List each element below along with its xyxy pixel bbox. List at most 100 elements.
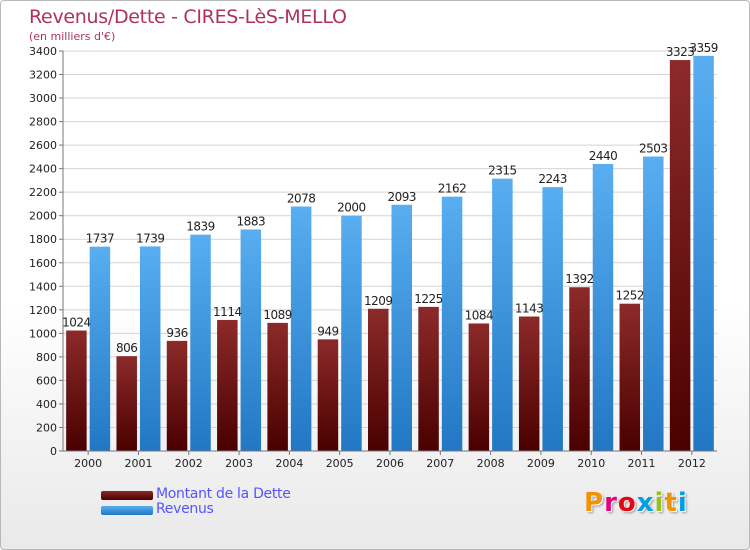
data-label-debt: 1089 <box>263 308 292 322</box>
legend-label-revenue: Revenus <box>156 501 214 517</box>
bar-revenue <box>492 178 513 451</box>
y-tick-label: 2000 <box>29 210 57 223</box>
data-label-debt: 1392 <box>565 272 594 286</box>
bar-revenue <box>341 215 362 451</box>
data-label-revenue: 1839 <box>186 220 215 234</box>
data-label-revenue: 1737 <box>86 232 115 246</box>
y-tick-label: 2200 <box>29 186 57 199</box>
data-label-debt: 1252 <box>616 289 645 303</box>
bar-debt <box>368 308 389 451</box>
y-tick-label: 2600 <box>29 139 57 152</box>
x-axis: 2000 2001 2002 2003 2004 2005 2006 2007 2008 2009… <box>63 450 717 470</box>
bar-revenue <box>592 163 614 452</box>
data-label-revenue: 2162 <box>438 182 467 196</box>
bar-series <box>66 55 714 452</box>
logo-letter: i <box>677 488 688 518</box>
grid-lines <box>63 50 717 452</box>
y-tick-label: 1600 <box>29 257 57 270</box>
y-tick-label: 600 <box>36 374 57 387</box>
bar-revenue <box>643 156 664 451</box>
logo-letter: x <box>636 488 655 518</box>
bar-revenue <box>139 246 161 451</box>
x-tick-label: 2008 <box>477 457 505 470</box>
y-tick-label: 400 <box>36 398 57 411</box>
data-label-revenue: 2078 <box>287 192 316 206</box>
data-label-debt: 1084 <box>465 308 494 322</box>
x-tick-label: 2000 <box>74 457 102 470</box>
logo-letter: i <box>654 488 665 518</box>
bar-revenue <box>240 229 262 451</box>
data-label-revenue: 1739 <box>136 231 165 245</box>
bar-revenue <box>542 187 563 451</box>
logo-letter: t <box>664 488 678 518</box>
data-label-debt: 3323 <box>666 45 695 59</box>
legend-swatch-revenue <box>101 506 153 515</box>
y-tick-label: 2400 <box>29 163 57 176</box>
data-label-revenue: 2000 <box>337 201 366 215</box>
y-axis: 0 200 400 600 800 1000 1200 1400 1600 1800 2000 220… <box>29 45 64 458</box>
bar-debt <box>267 322 288 451</box>
data-label-debt: 1209 <box>364 294 393 308</box>
bar-debt <box>518 316 540 451</box>
data-label-revenue: 2503 <box>639 142 668 156</box>
legend-label-debt: Montant de la Dette <box>156 486 291 502</box>
bar-revenue <box>391 204 412 451</box>
y-tick-label: 800 <box>36 351 57 364</box>
data-label-revenue: 2243 <box>538 172 567 186</box>
x-tick-label: 2010 <box>577 457 605 470</box>
x-tick-label: 2009 <box>527 457 555 470</box>
y-tick-label: 1000 <box>29 327 57 340</box>
data-label-revenue: 2440 <box>589 149 618 163</box>
data-label-debt: 1225 <box>414 292 443 306</box>
y-tick-label: 0 <box>50 445 57 458</box>
x-tick-label: 2002 <box>175 457 203 470</box>
proxiti-logo: Proxiti <box>584 488 688 518</box>
logo-letter: r <box>604 488 618 518</box>
bar-debt <box>418 306 439 451</box>
logo-letter: P <box>584 488 605 518</box>
x-tick-label: 2007 <box>426 457 454 470</box>
y-tick-label: 3200 <box>29 69 57 82</box>
data-label-debt: 1143 <box>515 302 544 316</box>
data-label-debt: 1114 <box>213 305 242 319</box>
x-tick-label: 2004 <box>275 457 303 470</box>
logo-letter: o <box>617 488 637 518</box>
data-label-debt: 936 <box>166 326 187 340</box>
data-label-revenue: 2093 <box>387 190 416 204</box>
legend-swatch-debt <box>101 491 153 500</box>
data-label-revenue: 1883 <box>237 214 266 228</box>
bar-debt <box>116 356 137 451</box>
chart-title: Revenus/Dette - CIRES-LèS-MELLO <box>29 6 347 28</box>
bar-debt <box>166 340 188 451</box>
bar-debt <box>569 287 590 451</box>
y-tick-label: 1800 <box>29 233 57 246</box>
bar-revenue <box>290 206 312 451</box>
data-label-debt: 1024 <box>62 316 91 330</box>
data-labels: 1024 1737 806 1739 936 1839 1114 1883 1089 2078 94… <box>62 41 718 355</box>
data-label-revenue: 3359 <box>689 41 718 55</box>
y-tick-label: 2800 <box>29 116 57 129</box>
data-label-revenue: 2315 <box>488 164 517 178</box>
bar-debt <box>669 60 691 451</box>
bar-debt <box>619 303 641 451</box>
x-tick-label: 2011 <box>628 457 656 470</box>
bar-revenue <box>693 55 714 452</box>
x-tick-label: 2006 <box>376 457 404 470</box>
y-tick-label: 1400 <box>29 280 57 293</box>
data-label-debt: 949 <box>317 324 338 338</box>
x-tick-label: 2005 <box>326 457 354 470</box>
y-tick-label: 3000 <box>29 92 57 105</box>
x-tick-label: 2012 <box>678 457 706 470</box>
bar-debt <box>468 323 490 451</box>
bar-debt <box>317 339 339 451</box>
x-tick-label: 2001 <box>124 457 152 470</box>
chart-subtitle: (en milliers d'€) <box>29 30 116 43</box>
bar-revenue <box>89 246 111 451</box>
x-tick-label: 2003 <box>225 457 253 470</box>
y-tick-label: 200 <box>36 421 57 434</box>
bar-debt <box>66 330 87 451</box>
y-tick-label: 1200 <box>29 304 57 317</box>
bar-debt <box>217 319 238 451</box>
